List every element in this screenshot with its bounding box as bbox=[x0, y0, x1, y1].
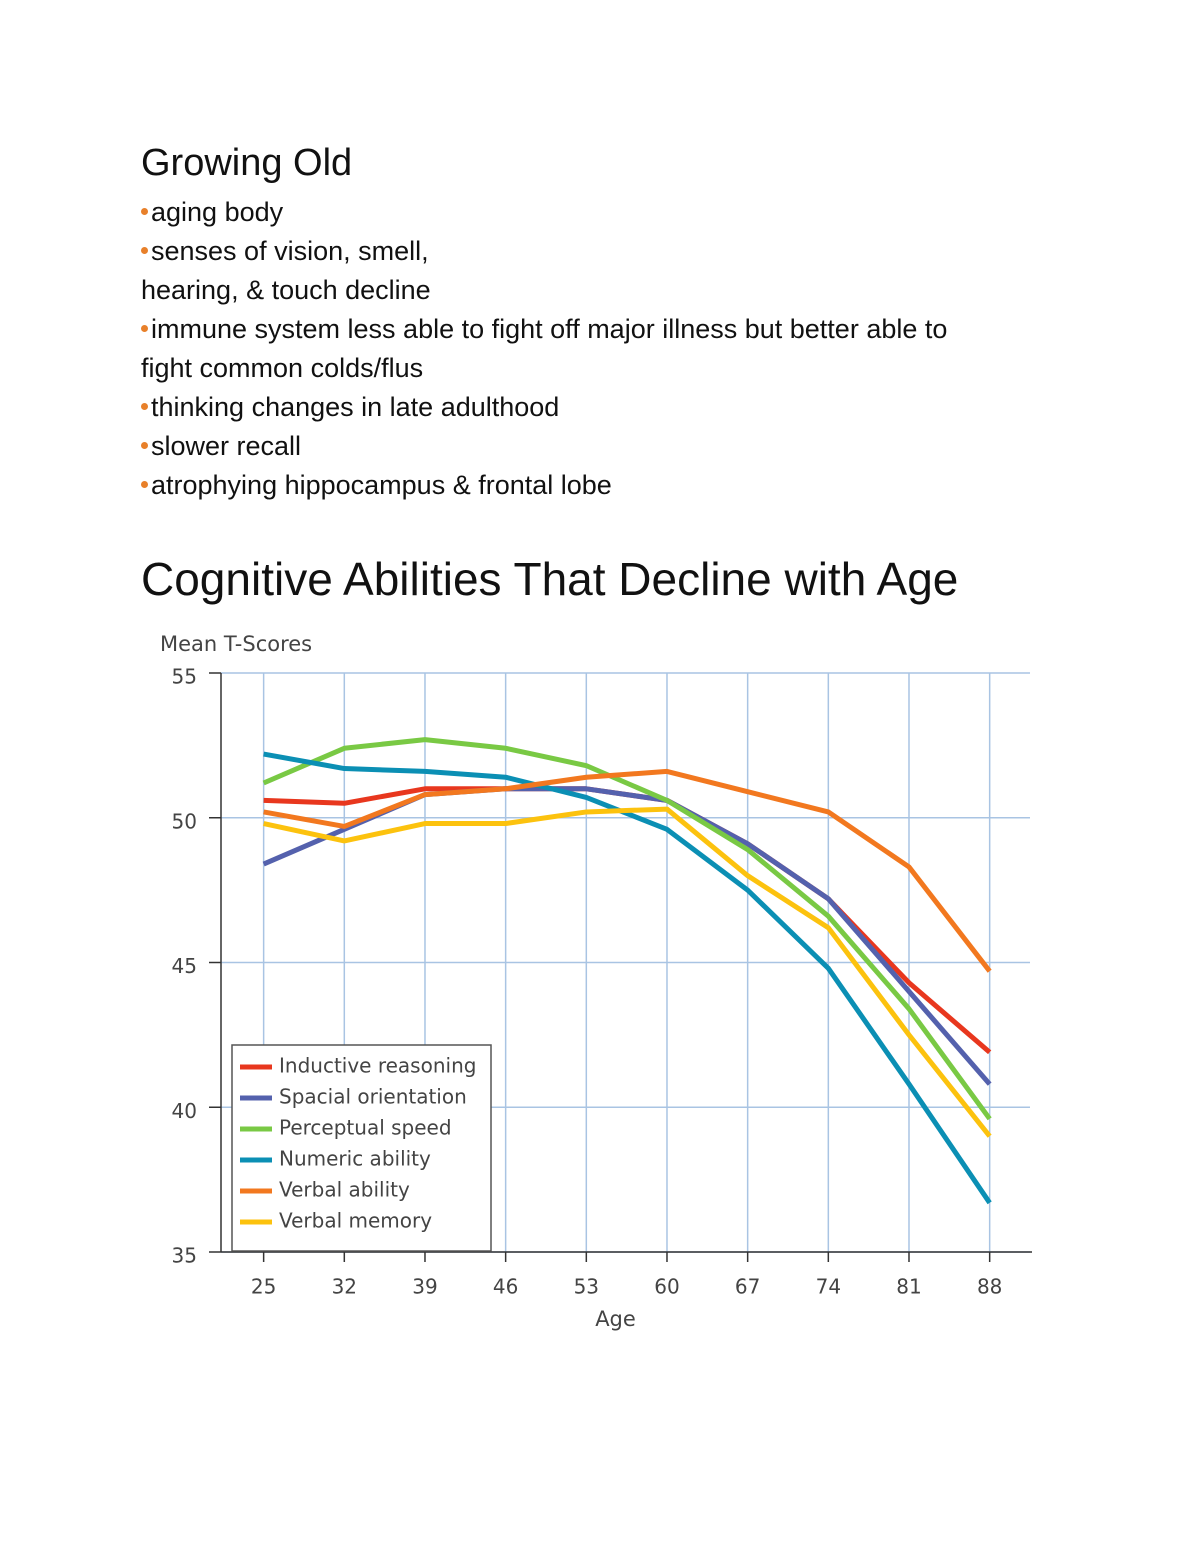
bullet-line: aging body bbox=[141, 193, 947, 232]
y-tick-label: 45 bbox=[172, 954, 197, 978]
x-tick-label: 32 bbox=[332, 1275, 357, 1299]
series-line bbox=[263, 751, 992, 1205]
bullet-text: aging body bbox=[151, 197, 284, 227]
x-tick-label: 60 bbox=[654, 1275, 679, 1299]
legend-label: Verbal memory bbox=[279, 1209, 432, 1233]
legend-label: Perceptual speed bbox=[279, 1116, 452, 1140]
y-tick-label: 50 bbox=[172, 809, 197, 833]
legend-box bbox=[231, 1044, 492, 1252]
bullet-dot bbox=[141, 207, 148, 215]
bullet-text: thinking changes in late adulthood bbox=[151, 392, 560, 422]
bullet-line: immune system less able to fight off maj… bbox=[141, 310, 947, 349]
bullet-text: senses of vision, smell, bbox=[151, 236, 429, 266]
x-tick-label: 25 bbox=[251, 1275, 276, 1299]
bullet-line: senses of vision, smell, bbox=[141, 232, 947, 271]
y-tick-label: 40 bbox=[172, 1099, 197, 1123]
x-tick-label: 53 bbox=[574, 1275, 599, 1299]
x-tick-label: 46 bbox=[493, 1275, 518, 1299]
x-tick-label: 88 bbox=[977, 1275, 1002, 1299]
legend-label: Verbal ability bbox=[279, 1178, 410, 1202]
bullet-line: thinking changes in late adulthood bbox=[141, 388, 947, 427]
bullet-text: hearing, & touch decline bbox=[141, 275, 431, 305]
bullet-dot bbox=[141, 246, 148, 254]
x-axis-title: Age bbox=[595, 1307, 636, 1331]
bullet-text: slower recall bbox=[151, 431, 302, 461]
bullet-line: atrophying hippocampus & frontal lobe bbox=[141, 466, 947, 505]
series-line bbox=[263, 768, 992, 973]
x-tick-label: 67 bbox=[735, 1275, 760, 1299]
bullet-line: fight common colds/flus bbox=[141, 349, 947, 388]
y-axis-title: Mean T-Scores bbox=[160, 632, 312, 656]
series-line bbox=[263, 806, 992, 1138]
legend-label: Inductive reasoning bbox=[279, 1054, 476, 1078]
bullet-dot bbox=[141, 402, 148, 410]
bullet-dot bbox=[141, 324, 148, 332]
bullet-line: slower recall bbox=[141, 427, 947, 466]
legend-label: Spacial orientation bbox=[279, 1085, 467, 1109]
bullet-list: aging body senses of vision, smell, hearin… bbox=[141, 193, 947, 505]
bullet-text: atrophying hippocampus & frontal lobe bbox=[151, 470, 612, 500]
section-title: Cognitive Abilities That Decline with Ag… bbox=[141, 553, 959, 605]
series-line bbox=[262, 737, 992, 1121]
page-title: Growing Old bbox=[141, 142, 353, 184]
bullet-dot bbox=[141, 441, 148, 449]
bullet-line: hearing, & touch decline bbox=[141, 271, 947, 310]
bullet-dot bbox=[141, 480, 148, 488]
x-tick-label: 81 bbox=[896, 1275, 921, 1299]
x-tick-label: 74 bbox=[816, 1275, 841, 1299]
y-tick-label: 35 bbox=[172, 1244, 197, 1268]
series-line bbox=[263, 786, 992, 1055]
bullet-text: immune system less able to fight off maj… bbox=[151, 314, 948, 344]
y-tick-label: 55 bbox=[172, 665, 197, 689]
x-tick-label: 39 bbox=[412, 1275, 437, 1299]
legend-label: Numeric ability bbox=[279, 1147, 431, 1171]
bullet-text: fight common colds/flus bbox=[141, 353, 424, 383]
